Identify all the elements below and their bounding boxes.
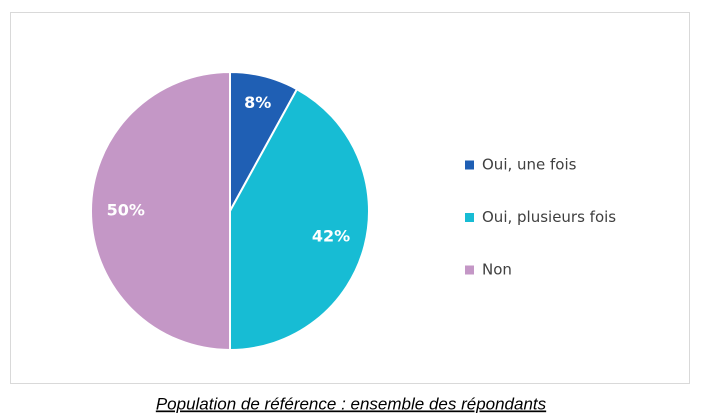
- pie-slice: [229, 87, 370, 352]
- legend-label: Oui, plusieurs fois: [482, 208, 616, 226]
- caption: Population de référence : ensemble des r…: [156, 394, 547, 413]
- legend-swatch: [465, 213, 474, 222]
- value-label: 50%: [107, 201, 145, 220]
- legend-label: Non: [482, 261, 512, 279]
- legend-swatch: [465, 160, 474, 170]
- legend-swatch: [465, 265, 474, 275]
- pie-slice: [90, 70, 231, 352]
- legend-label: Oui, une fois: [482, 156, 577, 174]
- value-label: 42%: [312, 226, 350, 245]
- value-label: 8%: [244, 93, 271, 112]
